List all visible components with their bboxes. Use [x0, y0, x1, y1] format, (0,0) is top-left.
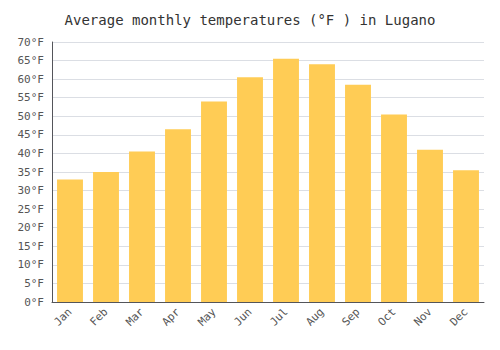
svg-text:0°F: 0°F — [24, 296, 44, 309]
svg-text:5°F: 5°F — [24, 277, 44, 290]
svg-text:Sep: Sep — [339, 305, 362, 328]
svg-text:Dec: Dec — [447, 305, 470, 328]
svg-text:50°F: 50°F — [18, 110, 45, 123]
svg-text:Mar: Mar — [123, 305, 146, 328]
svg-text:May: May — [195, 305, 218, 328]
svg-text:Jun: Jun — [231, 305, 254, 328]
svg-text:Oct: Oct — [375, 305, 398, 328]
svg-text:15°F: 15°F — [18, 240, 45, 253]
svg-text:30°F: 30°F — [18, 184, 45, 197]
svg-text:10°F: 10°F — [18, 258, 45, 271]
svg-text:Jan: Jan — [51, 305, 74, 328]
svg-text:Average monthly temperatures (: Average monthly temperatures (°F ) in Lu… — [65, 12, 436, 28]
svg-text:Jul: Jul — [267, 305, 290, 328]
svg-text:Apr: Apr — [159, 305, 182, 328]
svg-text:Aug: Aug — [303, 305, 326, 328]
svg-text:70°F: 70°F — [18, 36, 45, 49]
svg-text:Feb: Feb — [87, 305, 110, 328]
svg-text:35°F: 35°F — [18, 166, 45, 179]
svg-text:45°F: 45°F — [18, 128, 45, 141]
svg-text:40°F: 40°F — [18, 147, 45, 160]
svg-text:25°F: 25°F — [18, 203, 45, 216]
svg-text:60°F: 60°F — [18, 73, 45, 86]
svg-text:20°F: 20°F — [18, 221, 45, 234]
svg-text:65°F: 65°F — [18, 54, 45, 67]
svg-text:55°F: 55°F — [18, 91, 45, 104]
svg-text:Nov: Nov — [411, 305, 434, 328]
